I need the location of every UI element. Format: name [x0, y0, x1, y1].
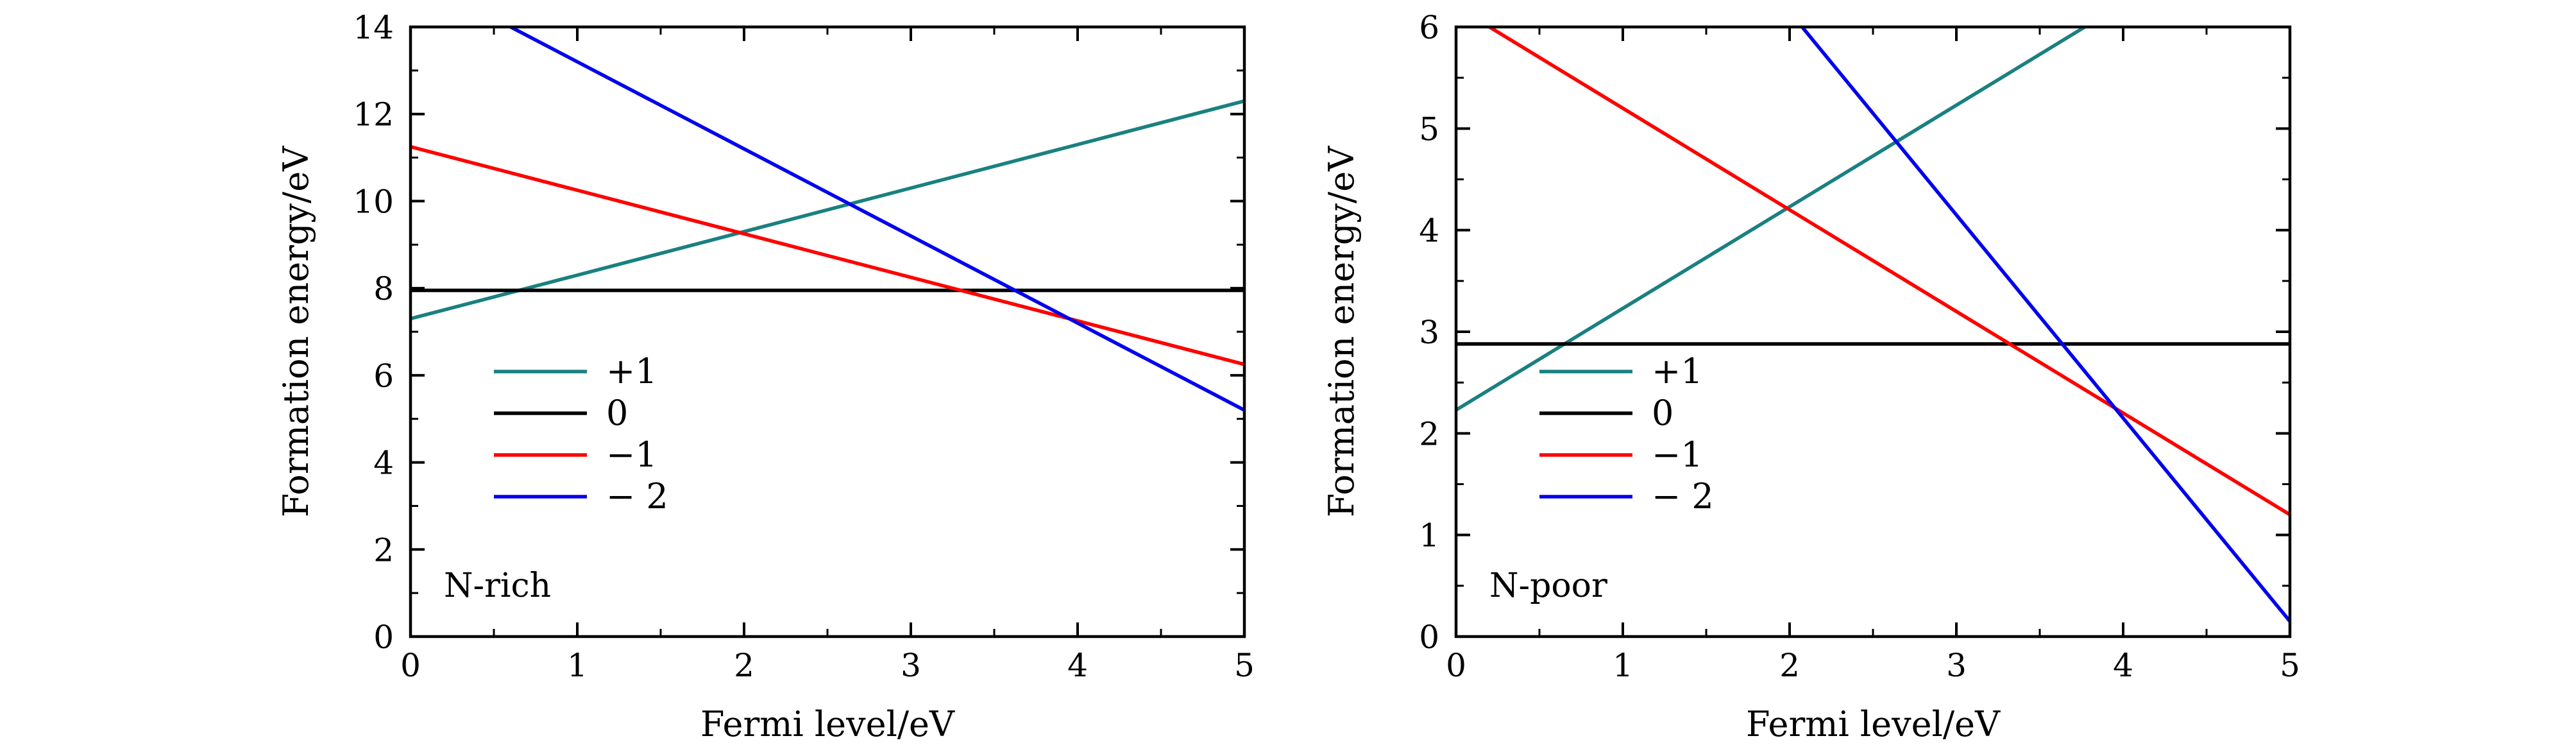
- x-tick-label: 0: [1446, 647, 1466, 684]
- y-tick-label: 14: [353, 9, 394, 46]
- series-line--1: [1486, 27, 2290, 517]
- x-axis-title: Fermi level/eV: [1746, 704, 2001, 744]
- legend-label--1: −1: [606, 434, 657, 475]
- y-tick-label: 1: [1419, 517, 1439, 554]
- y-tick-label: 2: [373, 531, 394, 569]
- x-tick-label: 5: [1234, 647, 1255, 684]
- series-line-+1: [1456, 27, 2089, 412]
- y-tick-label: 10: [353, 183, 394, 220]
- y-tick-label: 0: [1419, 619, 1439, 656]
- legend-label-0: 0: [606, 393, 628, 433]
- series-line--2: [507, 27, 1244, 412]
- legend-label-0: 0: [1652, 393, 1674, 433]
- x-tick-label: 3: [901, 647, 921, 684]
- x-axis-title: Fermi level/eV: [700, 704, 955, 744]
- series-group: [411, 27, 1244, 412]
- plot-frame: [409, 25, 1246, 638]
- y-axis-title: Formation energy/eV: [1321, 146, 1362, 517]
- x-tick-label: 4: [1067, 647, 1088, 684]
- x-tick-label: 4: [2113, 647, 2133, 684]
- y-tick-label: 6: [373, 357, 394, 395]
- x-tick-label: 2: [1779, 647, 1800, 684]
- x-tick-label: 0: [400, 647, 421, 684]
- series-group: [1456, 27, 2290, 622]
- x-tick-label: 1: [1613, 647, 1633, 684]
- legend-label--2: − 2: [606, 476, 668, 517]
- chart-panel-n-poor: 0 1 2 3 4 5 0 1 2 3 4 5 6 Fermi level/eV Formation ene…: [1321, 9, 2300, 744]
- legend-label-+1: +1: [1652, 351, 1703, 391]
- panel-label: N-poor: [1489, 567, 1607, 605]
- legend-label--2: − 2: [1652, 476, 1714, 517]
- x-tick-label: 2: [734, 647, 754, 684]
- y-tick-label: 4: [373, 445, 394, 482]
- y-tick-label: 0: [373, 619, 394, 656]
- panel-label: N-rich: [444, 567, 551, 605]
- series-line--1: [411, 144, 1244, 366]
- y-tick-label: 6: [1419, 9, 1439, 46]
- y-tick-label: 12: [353, 96, 394, 133]
- x-tick-label: 3: [1946, 647, 1967, 684]
- y-tick-label: 8: [373, 270, 394, 307]
- legend-label-+1: +1: [606, 351, 657, 391]
- plot-frame: [1454, 25, 2292, 638]
- y-tick-label: 3: [1419, 314, 1439, 351]
- legend-label--1: −1: [1652, 434, 1703, 475]
- y-axis-title: Formation energy/eV: [276, 146, 316, 517]
- x-tick-label: 5: [2280, 647, 2300, 684]
- y-tick-label: 4: [1419, 212, 1439, 250]
- y-tick-label: 2: [1419, 415, 1439, 452]
- series-line--2: [1799, 27, 2290, 622]
- x-tick-label: 1: [567, 647, 588, 684]
- series-line-+1: [411, 99, 1244, 321]
- y-tick-label: 5: [1419, 110, 1439, 148]
